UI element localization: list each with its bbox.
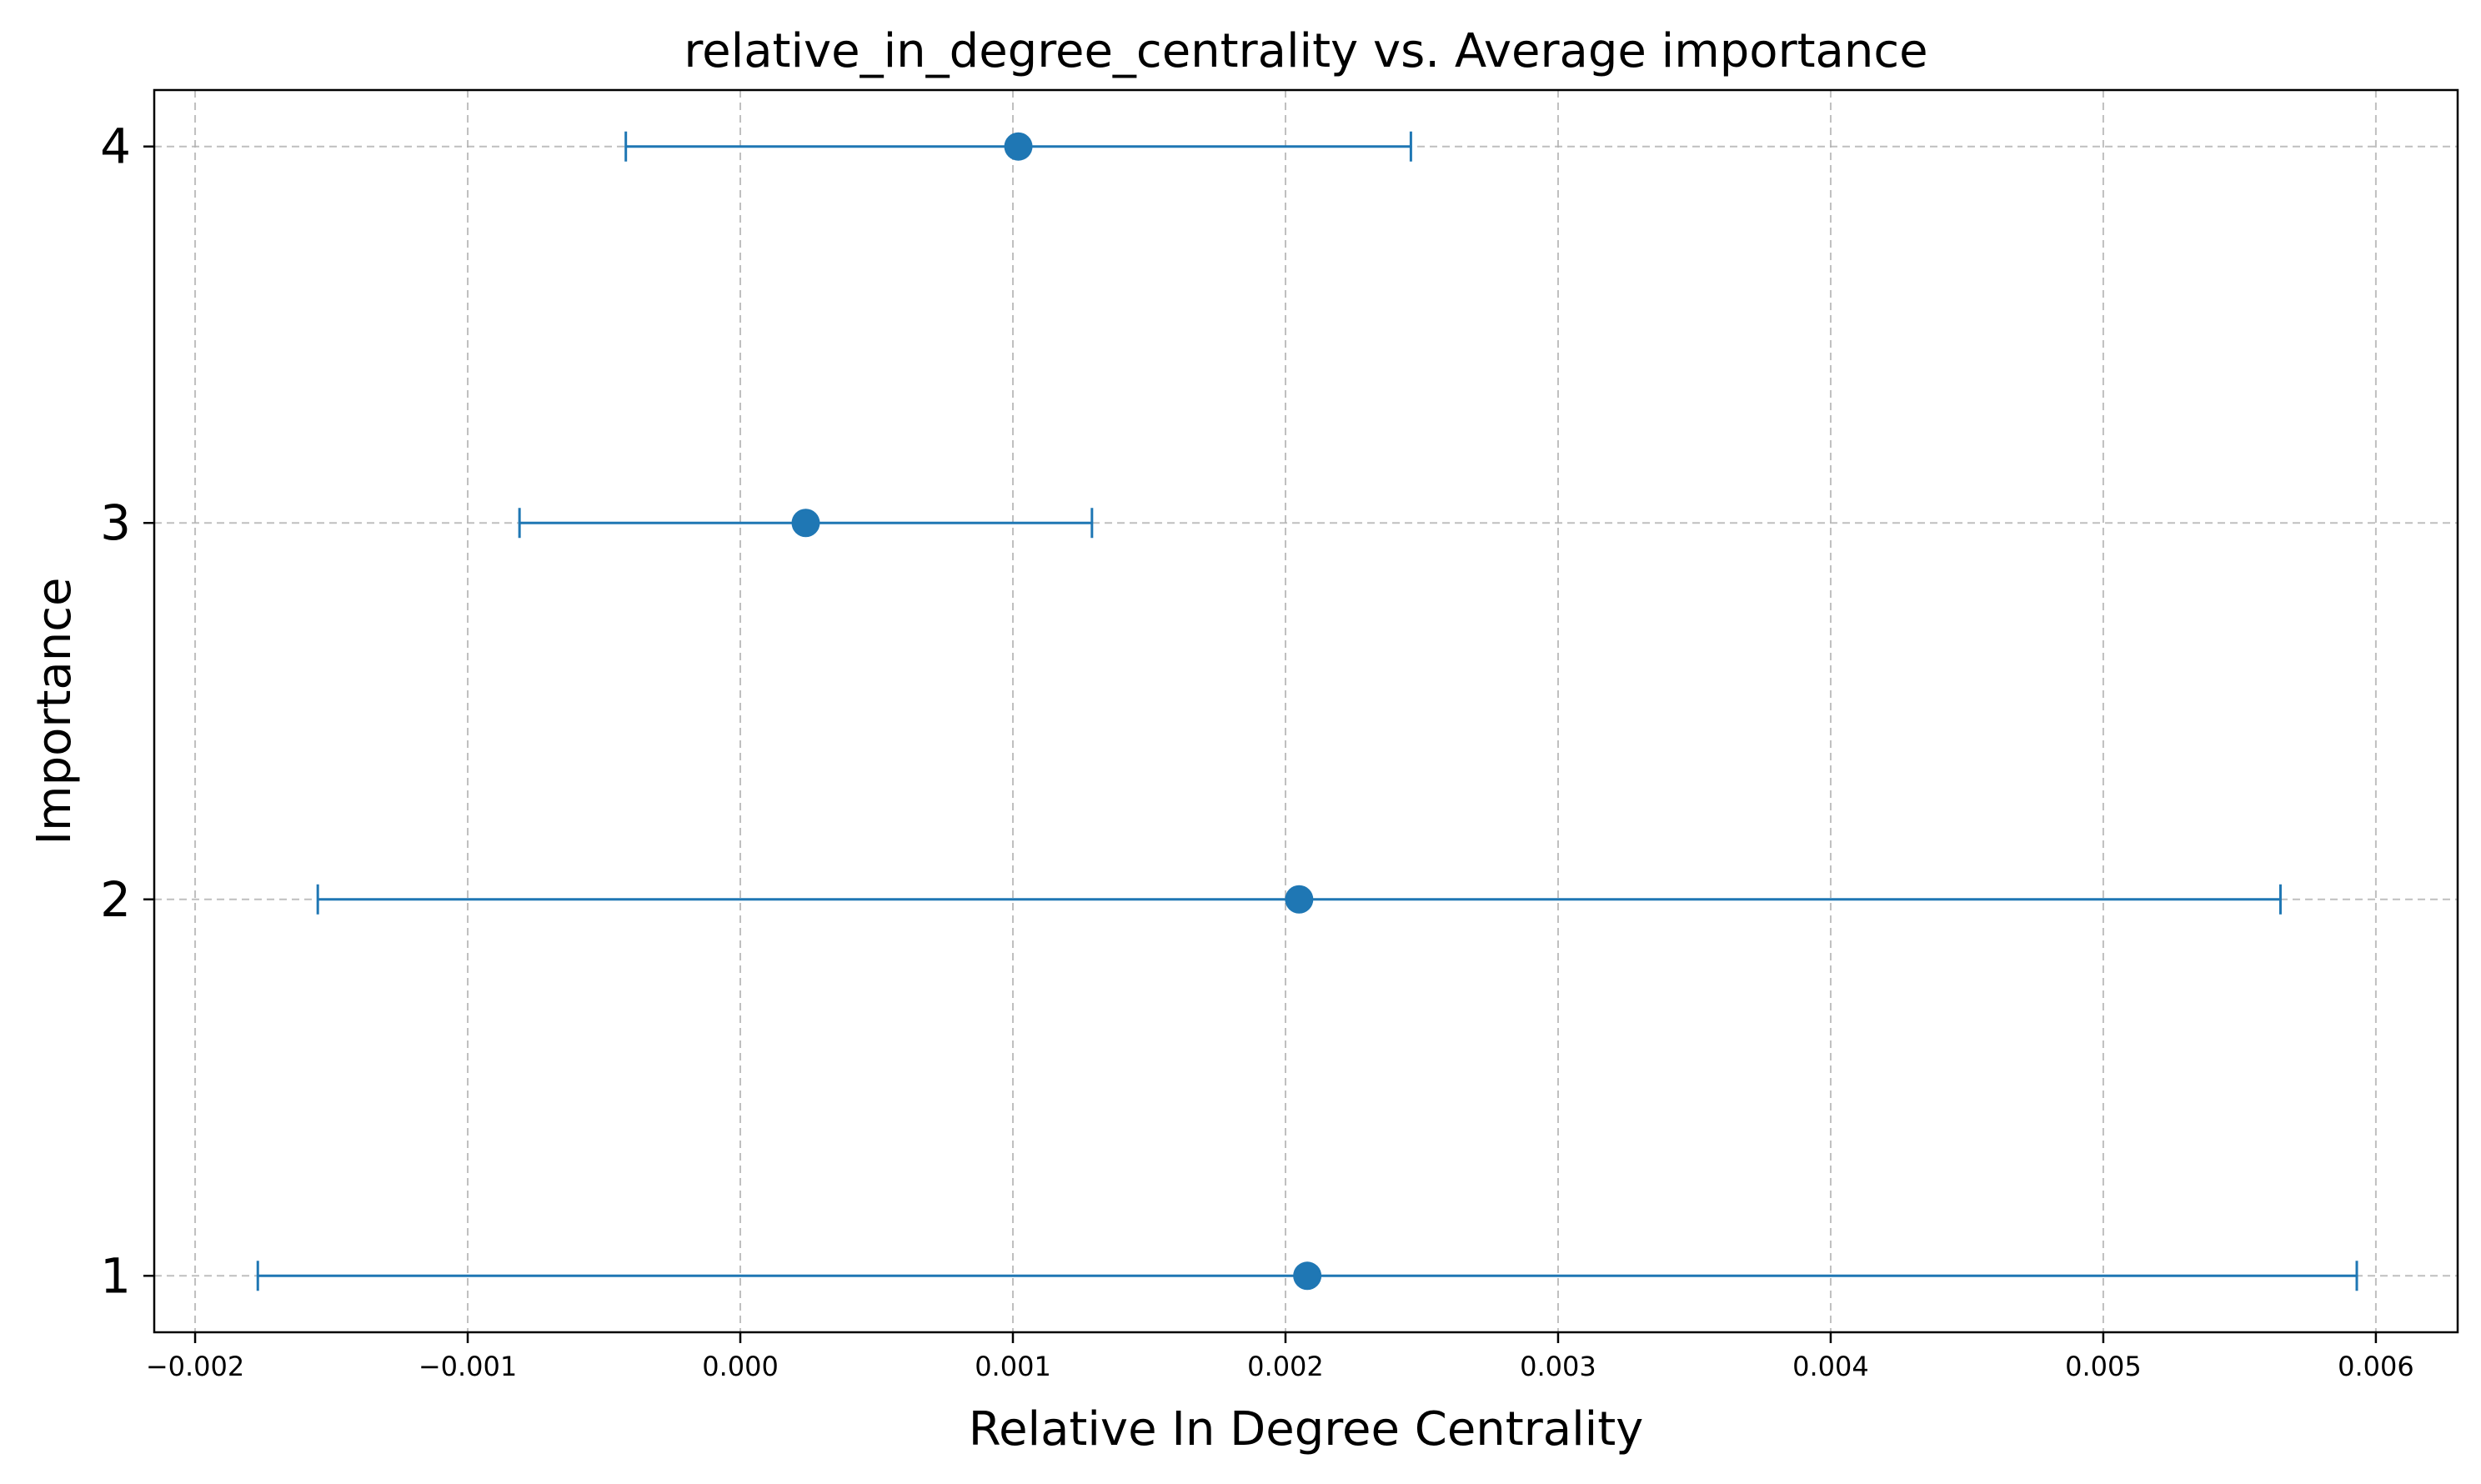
x-tick-label: 0.000 <box>702 1351 779 1382</box>
data-point <box>791 509 820 538</box>
x-axis-label: Relative In Degree Centrality <box>969 1402 1644 1456</box>
data-point <box>1293 1261 1322 1291</box>
data-series <box>256 131 2358 1291</box>
y-tick-label: 4 <box>100 118 131 175</box>
x-tick-label: 0.004 <box>1792 1351 1869 1382</box>
y-tick-label: 3 <box>100 494 131 551</box>
chart-title: relative_in_degree_centrality vs. Averag… <box>684 24 1927 78</box>
x-tick-label: 0.006 <box>2338 1351 2414 1382</box>
axis-ticks: −0.002 −0.001 0.000 0.001 0.002 0.003 0.004 0.0… <box>100 118 2414 1382</box>
y-tick-label: 1 <box>100 1247 131 1304</box>
x-tick-label: −0.002 <box>146 1351 244 1382</box>
data-point <box>1004 132 1033 161</box>
plot-area-frame <box>153 88 2459 1334</box>
y-tick-label: 2 <box>100 871 131 928</box>
y-axis-label: Importance <box>28 578 82 845</box>
x-tick-label: 0.001 <box>975 1351 1051 1382</box>
x-tick-label: 0.005 <box>2065 1351 2142 1382</box>
x-tick-label: −0.001 <box>419 1351 517 1382</box>
x-tick-label: 0.003 <box>1520 1351 1596 1382</box>
data-point <box>1285 885 1314 914</box>
x-tick-label: 0.002 <box>1247 1351 1324 1382</box>
